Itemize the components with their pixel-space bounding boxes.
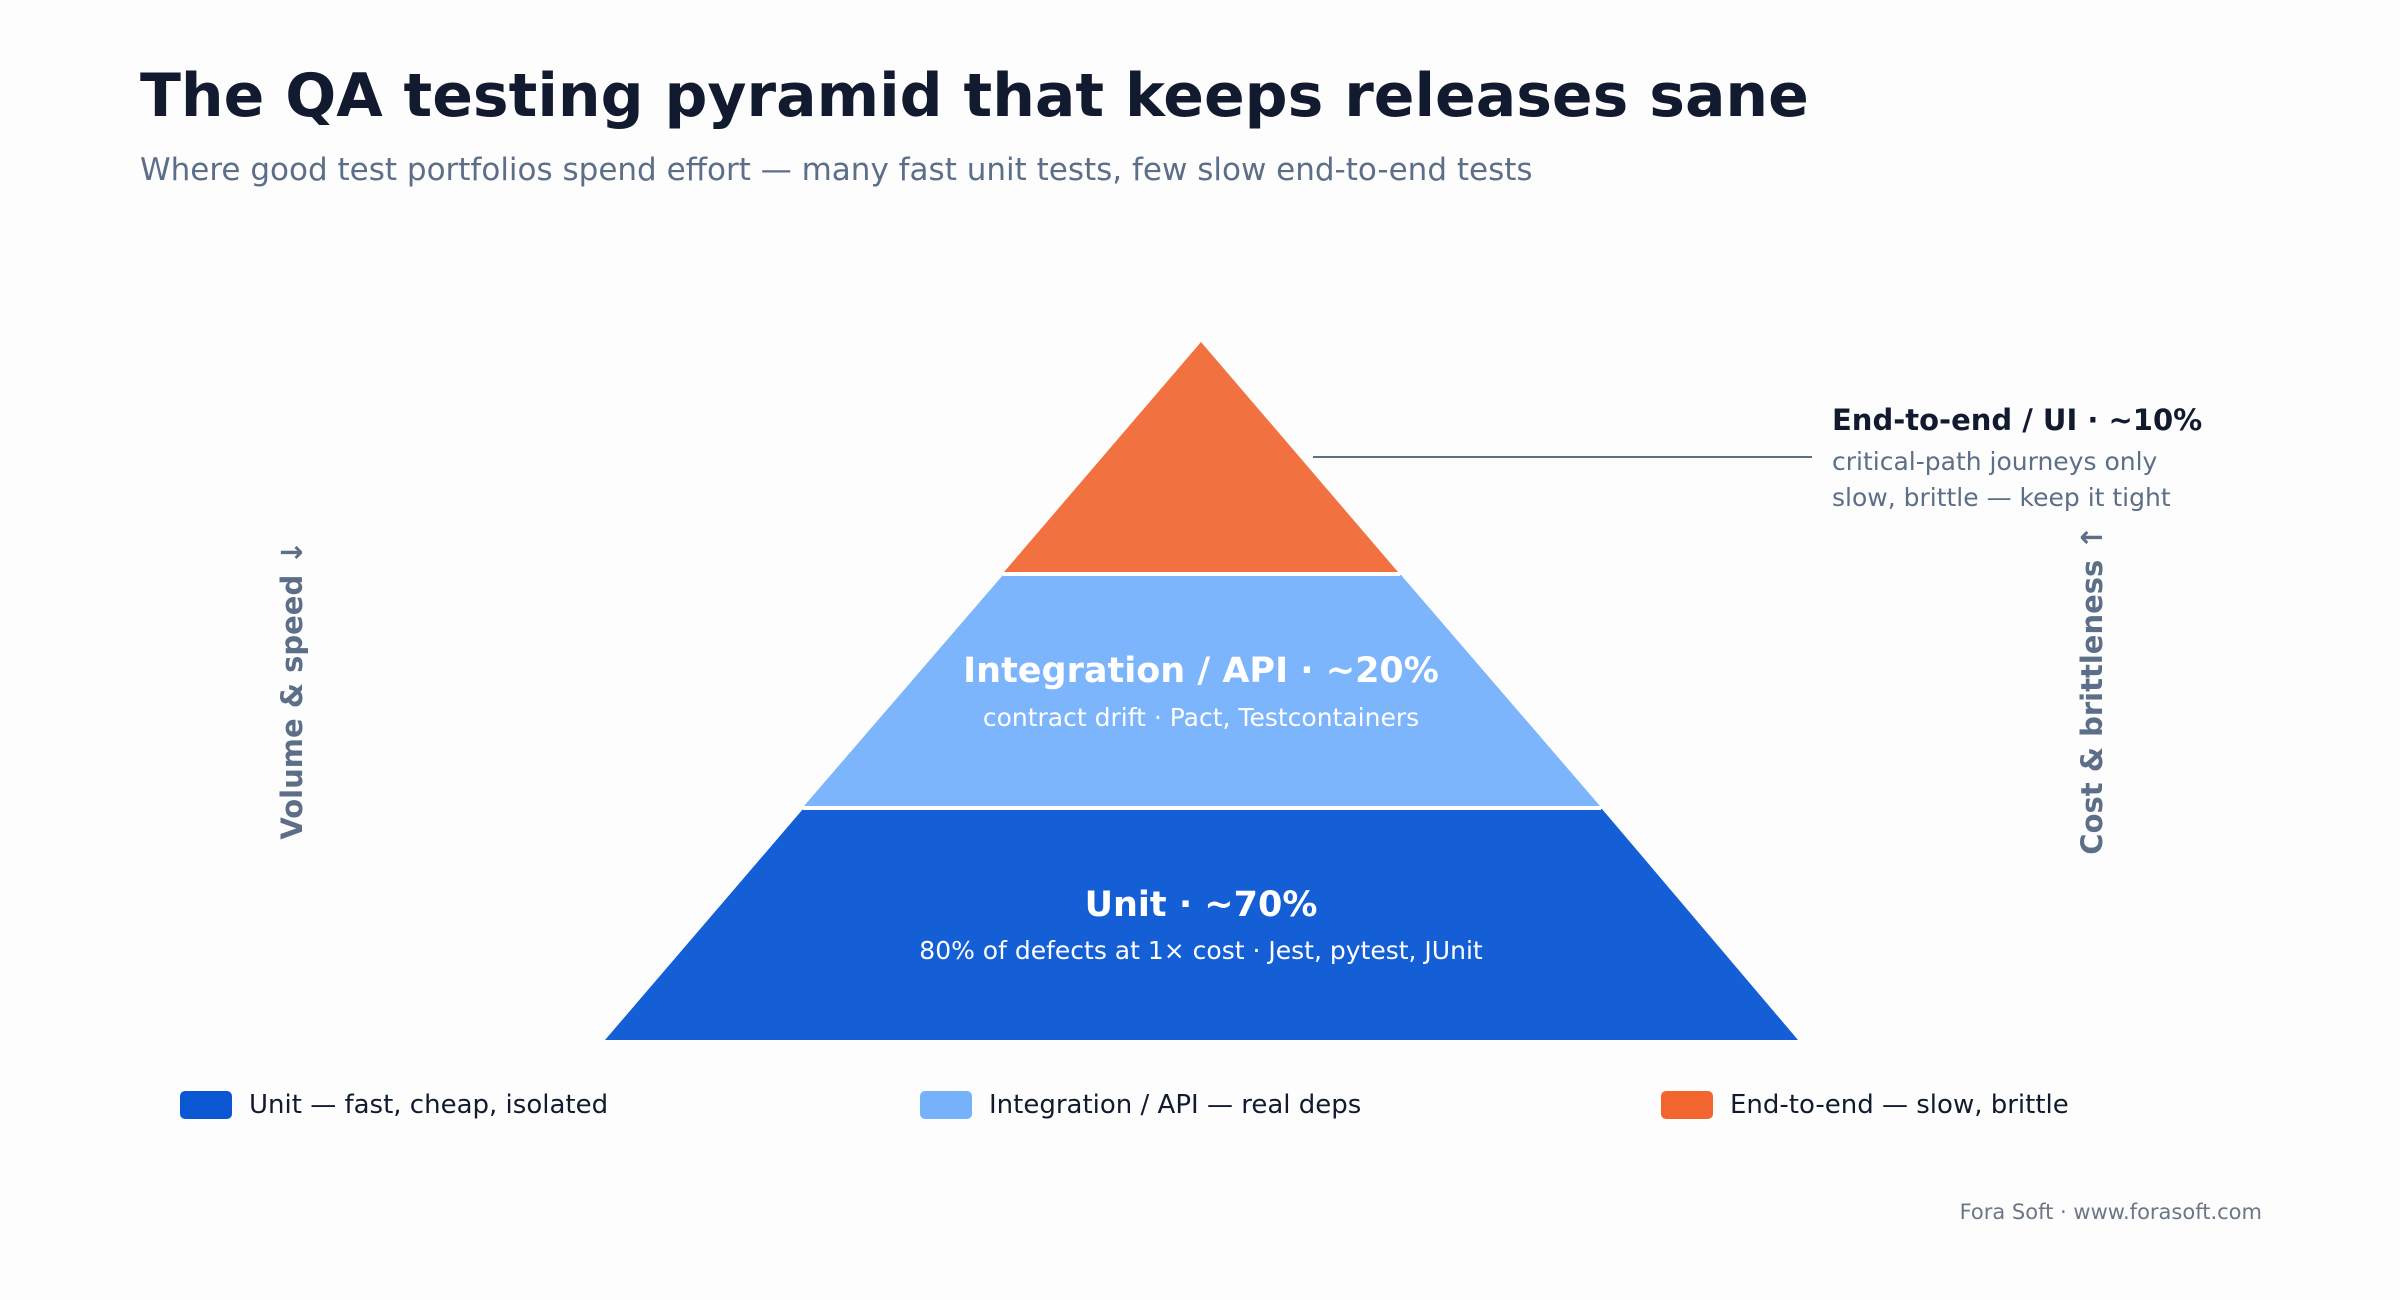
tier-integration-label: Integration / API · ~20%	[963, 651, 1439, 691]
page-subtitle: Where good test portfolios spend effort …	[140, 152, 1533, 188]
legend-item-e2e: End-to-end — slow, brittle	[1661, 1090, 2069, 1120]
tier-unit-label: Unit · ~70%	[1085, 885, 1318, 925]
e2e-callout-title: End-to-end / UI · ~10%	[1832, 403, 2202, 437]
legend-swatch-e2e	[1661, 1091, 1713, 1119]
tier-unit-shape	[605, 809, 1798, 1040]
page-title: The QA testing pyramid that keeps releas…	[140, 61, 1809, 131]
legend-swatch-integration	[920, 1091, 972, 1119]
legend-label-e2e: End-to-end — slow, brittle	[1730, 1090, 2069, 1120]
tier-e2e-shape	[1004, 342, 1398, 572]
legend-item-integration: Integration / API — real deps	[920, 1090, 1361, 1120]
e2e-callout-line-2: slow, brittle — keep it tight	[1832, 483, 2171, 512]
footer-credit: Fora Soft · www.forasoft.com	[1959, 1200, 2262, 1224]
tier-integration-shape	[804, 575, 1600, 806]
tier-unit-detail: 80% of defects at 1× cost · Jest, pytest…	[919, 936, 1483, 965]
right-axis-label: Cost & brittleness ↑	[2075, 525, 2109, 855]
legend-label-integration: Integration / API — real deps	[989, 1090, 1362, 1120]
e2e-callout-line-1: critical-path journeys only	[1832, 447, 2158, 476]
legend-item-unit: Unit — fast, cheap, isolated	[180, 1090, 608, 1120]
legend-swatch-unit	[180, 1091, 232, 1119]
left-axis-label: Volume & speed ↓	[275, 540, 309, 840]
legend-label-unit: Unit — fast, cheap, isolated	[249, 1090, 609, 1120]
tier-integration-detail: contract drift · Pact, Testcontainers	[983, 703, 1419, 732]
